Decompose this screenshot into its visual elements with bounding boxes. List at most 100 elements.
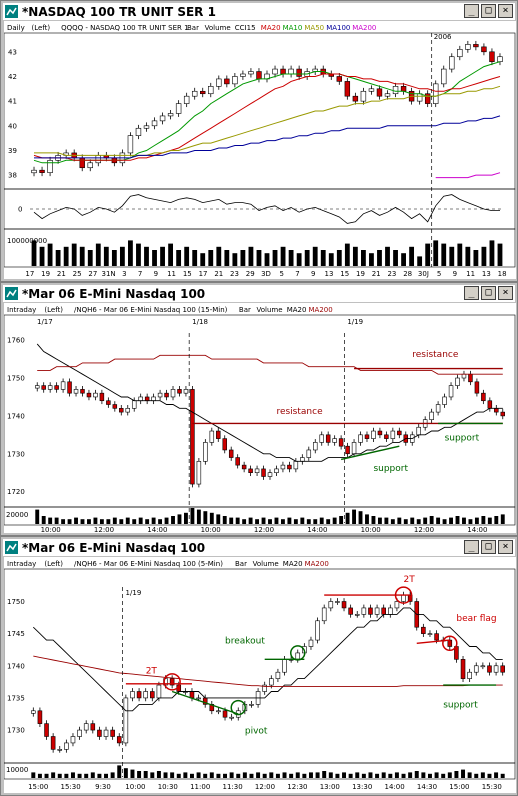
down-bar	[434, 633, 439, 641]
volume-bar	[200, 253, 206, 266]
date-tick-label: 15	[183, 270, 192, 278]
intraday-15min-chart[interactable]: Intraday (Left) /NQH6 - Mar 06 E-Mini Nasd…	[3, 303, 516, 534]
volume-panel-border	[3, 506, 516, 526]
title-bar[interactable]: *NASDAQ 100 TR UNIT SER 1 _ □ ×	[3, 3, 515, 20]
up-bar	[151, 120, 158, 127]
down-bar	[136, 691, 142, 699]
volume-bar	[31, 240, 37, 266]
price-axis-label: 1750	[7, 375, 25, 383]
volume-bars	[31, 240, 503, 266]
date-tick-label: 9	[154, 270, 158, 278]
intraday-5min-chart[interactable]: Intraday (Left) /NQH6 - Mar 06 E-Mini Nasd…	[3, 557, 516, 793]
volume-bar	[474, 773, 479, 778]
down-bar	[189, 691, 195, 699]
up-bar	[73, 389, 79, 394]
volume-bar	[288, 250, 294, 266]
header-study-label: MA200	[352, 24, 376, 32]
close-button[interactable]: ×	[498, 540, 513, 554]
down-bar	[384, 434, 389, 439]
volume-bar	[103, 246, 109, 266]
volume-bar	[369, 253, 374, 266]
header-axis: (Left)	[32, 24, 51, 32]
volume-bar	[332, 517, 337, 524]
volume-bar	[295, 772, 300, 778]
volume-bar	[447, 772, 452, 778]
volume-bar	[255, 519, 260, 524]
up-bar	[321, 607, 327, 622]
volume-bar	[401, 773, 406, 778]
close-button[interactable]: ×	[498, 286, 513, 300]
title-bar[interactable]: *Mar 06 E-Mini Nasdaq 100 _ □ ×	[3, 285, 515, 302]
time-tick-label: 12:30	[287, 783, 307, 791]
time-tick-label: 15:00	[449, 783, 469, 791]
header-study-label: MA200	[309, 306, 333, 314]
volume-bar	[51, 772, 56, 778]
volume-bar	[403, 519, 408, 524]
up-bar	[332, 438, 337, 443]
down-bar	[50, 736, 56, 750]
down-bar	[325, 434, 331, 443]
header-study-label: Volume	[257, 306, 283, 314]
up-bar	[401, 594, 406, 602]
bear-flag-line	[416, 639, 450, 644]
up-bar	[275, 671, 281, 679]
date-tick-label: 21	[372, 270, 381, 278]
minimize-button[interactable]: _	[464, 286, 479, 300]
resistance-label-lower: resistance	[276, 407, 323, 417]
up-bar	[416, 93, 423, 102]
volume-bar	[106, 519, 111, 524]
volume-bar	[164, 517, 169, 524]
resistance-label-upper: resistance	[412, 350, 459, 360]
up-bar	[64, 742, 69, 750]
down-bar	[481, 392, 486, 402]
up-bar	[384, 93, 391, 97]
volume-bar	[384, 517, 389, 524]
volume-bar	[461, 769, 466, 778]
down-bar	[348, 607, 353, 615]
up-bar	[138, 396, 143, 402]
header-symbol: QQQQ - NASDAQ 100 TR UNIT SER 1	[61, 24, 188, 32]
volume-bar	[216, 773, 221, 778]
down-bar	[241, 464, 247, 470]
volume-bar	[434, 772, 439, 778]
up-bar	[306, 449, 312, 458]
up-bar	[442, 396, 447, 405]
double-top-circle-left	[163, 673, 181, 691]
down-bar	[41, 385, 46, 390]
close-button[interactable]: ×	[498, 4, 513, 18]
time-tick-label: 14:00	[307, 526, 327, 533]
title-bar[interactable]: *Mar 06 E-Mini Nasdaq 100 _ □ ×	[3, 539, 515, 556]
daily-chart[interactable]: Daily (Left) QQQQ - NASDAQ 100 TR UNIT SER…	[3, 21, 516, 279]
header-bg	[4, 557, 516, 569]
date-tick-label: 17	[25, 270, 34, 278]
up-bar	[143, 125, 150, 129]
volume-bar	[326, 519, 331, 524]
chart-header: Daily (Left) QQQQ - NASDAQ 100 TR UNIT SER…	[4, 21, 516, 33]
volume-bar	[457, 243, 463, 266]
minimize-button[interactable]: _	[464, 4, 479, 18]
down-bar	[468, 373, 473, 383]
maximize-button[interactable]: □	[481, 540, 496, 554]
time-tick-label: 12:00	[254, 526, 274, 533]
time-tick-label: 9:30	[95, 783, 111, 791]
volume-bar	[145, 519, 150, 524]
volume-bar	[229, 517, 234, 524]
volume-bar	[289, 773, 294, 778]
up-bar	[371, 430, 376, 439]
volume-bar	[112, 517, 117, 524]
volume-bar	[481, 246, 487, 266]
volume-bar	[136, 243, 141, 266]
minimize-button[interactable]: _	[464, 540, 479, 554]
up-bar	[267, 472, 273, 477]
maximize-button[interactable]: □	[481, 286, 496, 300]
pivot-trend-line	[171, 690, 239, 715]
volume-bar	[262, 773, 267, 778]
down-bar	[90, 723, 96, 731]
volume-bar	[71, 243, 77, 266]
down-bar	[110, 729, 115, 737]
up-bar	[308, 639, 314, 647]
volume-bar	[203, 773, 208, 778]
volume-bar	[261, 517, 266, 524]
maximize-button[interactable]: □	[481, 4, 496, 18]
date-tick-label: 29	[246, 270, 255, 278]
